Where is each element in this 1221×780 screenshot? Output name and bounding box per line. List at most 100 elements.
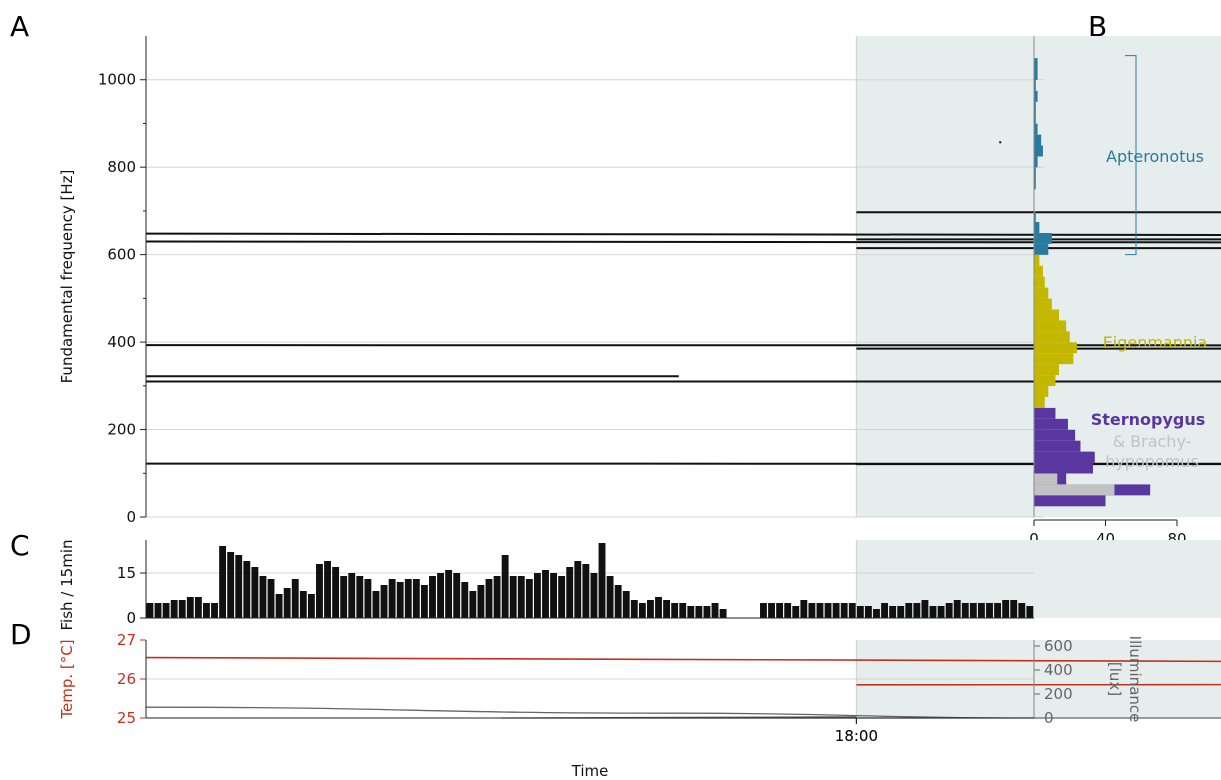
count-bar xyxy=(194,597,202,618)
hist-group-3 xyxy=(1034,473,1115,496)
count-bar xyxy=(905,603,913,618)
count-bar xyxy=(695,606,703,618)
x-tick-label-8: 18:00 xyxy=(835,727,878,745)
count-bar xyxy=(647,600,654,618)
count-bar xyxy=(881,603,888,618)
y-tick-label-d-1: 26 xyxy=(117,670,136,688)
count-bar xyxy=(969,603,977,618)
y-tick-label-0: 0 xyxy=(126,508,136,526)
count-bars xyxy=(146,543,1034,618)
count-bar xyxy=(291,579,299,618)
count-bar xyxy=(340,576,348,618)
hist-bar xyxy=(1034,101,1036,113)
count-bar xyxy=(445,570,453,618)
hist-bar xyxy=(1034,353,1074,365)
hist-bar xyxy=(1034,243,1049,255)
hist-bar xyxy=(1034,451,1095,463)
count-bar xyxy=(945,603,953,618)
y-axis-label: Fundamental frequency [Hz] xyxy=(58,170,76,384)
count-bar xyxy=(227,552,235,618)
panel-d-temperature-illuminance: 252627020040060018:0021:0000:0003:0006:0… xyxy=(58,631,1221,780)
y-tick-label-3: 600 xyxy=(107,246,136,264)
y-tick-label-5: 1000 xyxy=(98,71,136,89)
hist-bar xyxy=(1034,265,1043,277)
count-bar xyxy=(816,603,824,618)
count-bar xyxy=(582,564,590,618)
count-bar xyxy=(146,603,154,618)
count-bar xyxy=(856,606,864,618)
count-bar xyxy=(477,585,485,618)
count-bar xyxy=(485,579,493,618)
hist-bar xyxy=(1034,232,1052,244)
count-bar xyxy=(655,597,662,618)
y-tick-label-c-1: 15 xyxy=(117,564,136,582)
count-bar xyxy=(986,603,993,618)
count-bar xyxy=(243,561,251,618)
detection-point xyxy=(999,141,1002,144)
count-bar xyxy=(404,579,412,618)
hist-bar xyxy=(1034,407,1056,419)
hist-bar xyxy=(1034,309,1060,321)
hist-bar xyxy=(1034,364,1060,376)
count-bar xyxy=(977,603,985,618)
hist-bar xyxy=(1034,298,1052,310)
count-bar xyxy=(493,576,501,618)
count-bar xyxy=(929,606,937,618)
hist-bar xyxy=(1034,211,1036,223)
count-bar xyxy=(275,594,283,618)
label-eigenmannia: Eigenmannia xyxy=(1103,333,1208,352)
count-bar xyxy=(211,603,218,618)
hist-bar xyxy=(1034,484,1115,496)
hist-bar xyxy=(1034,254,1040,266)
count-bar xyxy=(267,579,275,618)
count-bar xyxy=(994,603,1002,618)
count-bar xyxy=(186,597,194,618)
hist-bar xyxy=(1034,58,1038,70)
count-bar xyxy=(784,603,792,618)
y-tick-label-2: 400 xyxy=(107,333,136,351)
hist-bar xyxy=(1034,375,1056,387)
count-bar xyxy=(1026,606,1034,618)
hist-group-1 xyxy=(1034,254,1077,408)
count-bar xyxy=(299,591,307,618)
count-bar xyxy=(961,603,969,618)
count-bar xyxy=(517,576,525,618)
hist-group-0 xyxy=(1034,58,1052,255)
count-bar xyxy=(864,606,872,618)
count-bar xyxy=(251,567,259,618)
count-bar xyxy=(598,543,606,618)
y2-tick-label-d-0: 0 xyxy=(1044,709,1054,727)
count-bar xyxy=(332,567,340,618)
count-bar xyxy=(630,600,638,618)
hist-bar xyxy=(1034,495,1106,507)
hist-bar xyxy=(1034,331,1070,343)
detection-points xyxy=(999,141,1002,144)
y2-tick-label-d-2: 400 xyxy=(1044,661,1073,679)
x-tick-label-b-0: 0 xyxy=(1029,530,1039,548)
y-axis-label-c: Fish / 15min xyxy=(58,540,76,631)
count-bar xyxy=(154,603,162,618)
count-bar xyxy=(622,591,630,618)
y-tick-label-1: 200 xyxy=(107,421,136,439)
count-bar xyxy=(316,564,323,618)
panel-letter-c: C xyxy=(10,529,30,562)
label-brachy-line2: hypopomus xyxy=(1105,452,1199,471)
count-bar xyxy=(509,576,517,618)
count-bar xyxy=(324,561,331,618)
hist-bar xyxy=(1034,222,1040,233)
hist-bar xyxy=(1034,473,1058,485)
count-bar xyxy=(235,555,243,618)
count-bar xyxy=(792,606,800,618)
hist-bar xyxy=(1034,386,1049,397)
count-bar xyxy=(1018,603,1026,618)
y-axis-label-temp: Temp. [°C] xyxy=(58,639,76,719)
count-bar xyxy=(356,576,364,618)
hist-bar xyxy=(1034,462,1093,474)
panel-letter-b: B xyxy=(1088,10,1107,43)
count-bar xyxy=(873,609,880,618)
count-bar xyxy=(1010,600,1018,618)
hist-bar xyxy=(1034,156,1038,168)
y-tick-label-d-2: 27 xyxy=(117,631,136,649)
count-bar xyxy=(162,603,170,618)
